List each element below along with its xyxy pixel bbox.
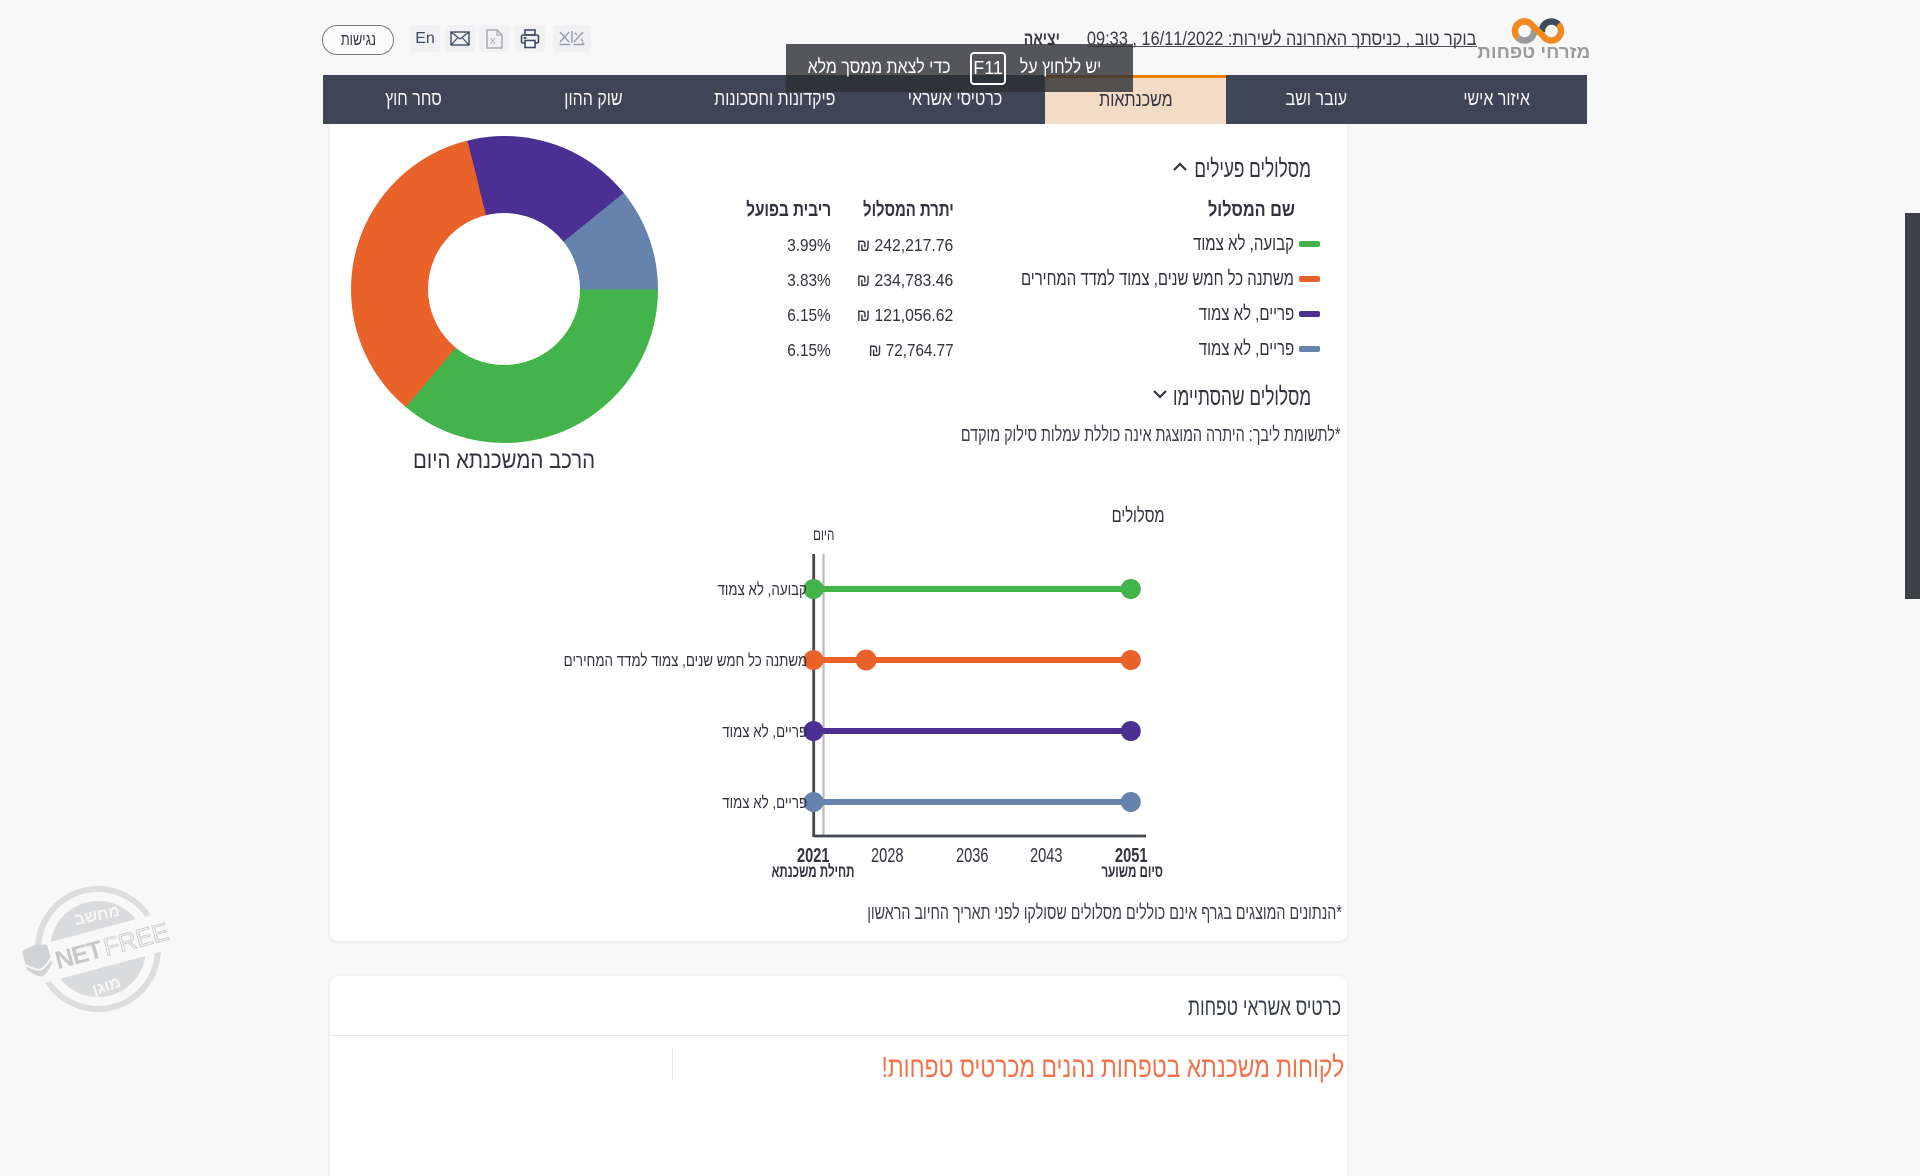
svg-text:x: x bbox=[490, 35, 496, 47]
